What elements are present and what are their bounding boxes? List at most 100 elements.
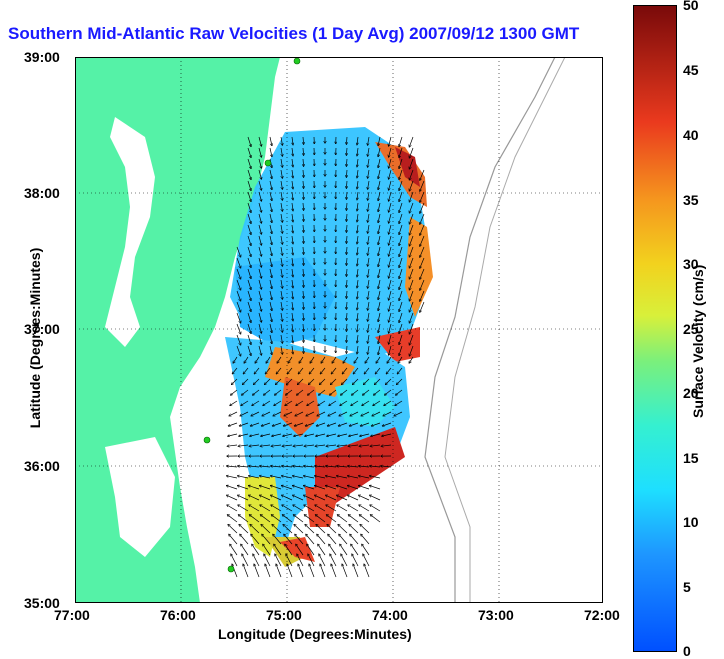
y-tick-36: 36:00	[24, 458, 60, 474]
velocity-vector	[409, 290, 414, 301]
velocity-vector	[359, 466, 370, 467]
velocity-vector	[399, 334, 403, 344]
velocity-vector	[283, 525, 293, 534]
velocity-vector	[269, 279, 272, 289]
velocity-vector	[293, 505, 304, 512]
velocity-vector	[378, 213, 381, 223]
velocity-vector	[399, 279, 403, 289]
velocity-vector	[346, 191, 347, 199]
velocity-vector	[286, 389, 293, 395]
velocity-vector	[280, 334, 282, 343]
velocity-vector	[349, 515, 359, 523]
velocity-vector	[368, 180, 370, 189]
velocity-vector	[346, 235, 347, 243]
velocity-vector	[389, 213, 392, 223]
velocity-vector	[292, 290, 293, 299]
velocity-vector	[378, 290, 381, 300]
velocity-vector	[275, 389, 282, 395]
velocity-vector	[249, 486, 260, 490]
velocity-vector	[293, 476, 304, 479]
velocity-vector	[368, 191, 370, 200]
velocity-vector	[236, 279, 241, 290]
velocity-vector	[254, 378, 260, 384]
velocity-vector	[378, 345, 381, 355]
velocity-vector	[251, 422, 260, 426]
velocity-vector	[399, 301, 403, 311]
velocity-vector	[389, 334, 392, 344]
velocity-vector	[282, 505, 293, 512]
velocity-vector	[295, 411, 304, 416]
velocity-vector	[372, 422, 381, 426]
velocity-vector	[236, 323, 241, 334]
cb-tick-20: 20	[683, 385, 699, 401]
velocity-vector	[280, 279, 282, 288]
velocity-vector	[247, 147, 251, 157]
velocity-vector	[350, 422, 359, 426]
velocity-vector	[389, 312, 392, 322]
velocity-vector	[330, 554, 337, 567]
velocity-vector	[357, 345, 358, 354]
velocity-vector	[389, 345, 392, 355]
velocity-vector	[341, 389, 348, 395]
velocity-vector	[409, 246, 414, 257]
velocity-vector	[346, 136, 347, 144]
station-marker	[264, 159, 272, 167]
velocity-vector	[298, 367, 304, 374]
velocity-vector	[398, 356, 403, 363]
velocity-vector	[252, 400, 260, 405]
velocity-vector	[394, 411, 403, 416]
velocity-vector	[280, 147, 282, 156]
velocity-vector	[397, 378, 403, 384]
cb-tick-40: 40	[683, 127, 699, 143]
velocity-vector	[386, 367, 392, 374]
velocity-vector	[247, 202, 251, 212]
velocity-vector	[292, 323, 293, 332]
velocity-vector	[364, 378, 370, 384]
velocity-vector	[353, 378, 359, 384]
velocity-vector	[249, 476, 260, 479]
velocity-vector	[360, 433, 370, 436]
velocity-vector	[351, 544, 359, 556]
cb-tick-10: 10	[683, 514, 699, 530]
velocity-vector	[354, 356, 359, 363]
velocity-vector	[319, 389, 326, 395]
velocity-vector	[254, 564, 260, 578]
velocity-vector	[363, 554, 370, 567]
velocity-map[interactable]	[75, 57, 603, 603]
velocity-vector	[258, 312, 261, 322]
velocity-vector	[303, 169, 304, 177]
station-marker	[293, 57, 301, 65]
velocity-vector	[303, 180, 304, 188]
velocity-vector	[328, 422, 337, 426]
velocity-vector	[346, 158, 347, 166]
velocity-vector	[346, 290, 347, 298]
velocity-vector	[284, 422, 293, 426]
velocity-vector	[361, 411, 370, 416]
velocity-vector	[303, 312, 304, 320]
velocity-vector	[303, 147, 304, 155]
velocity-vector	[282, 486, 293, 490]
velocity-vector	[368, 147, 370, 156]
velocity-vector	[330, 389, 337, 395]
velocity-vector	[284, 534, 293, 545]
velocity-vector	[326, 486, 337, 490]
velocity-vector	[373, 400, 381, 405]
velocity-vector	[298, 378, 304, 384]
velocity-vector	[227, 445, 238, 446]
x-tick-75: 75:00	[266, 607, 302, 623]
velocity-vector	[315, 466, 326, 467]
velocity-vector	[337, 486, 348, 490]
velocity-vector	[315, 476, 326, 479]
velocity-vector	[348, 466, 359, 467]
velocity-vector	[303, 202, 304, 210]
velocity-vector	[389, 158, 392, 168]
velocity-vector	[241, 544, 249, 556]
velocity-vector	[269, 312, 272, 322]
velocity-vector	[232, 378, 238, 384]
velocity-vector	[352, 389, 359, 395]
velocity-vector	[382, 433, 392, 436]
velocity-vector	[292, 169, 293, 178]
y-tick-38: 38:00	[24, 185, 60, 201]
velocity-vector	[387, 356, 392, 363]
velocity-vector	[229, 411, 238, 416]
